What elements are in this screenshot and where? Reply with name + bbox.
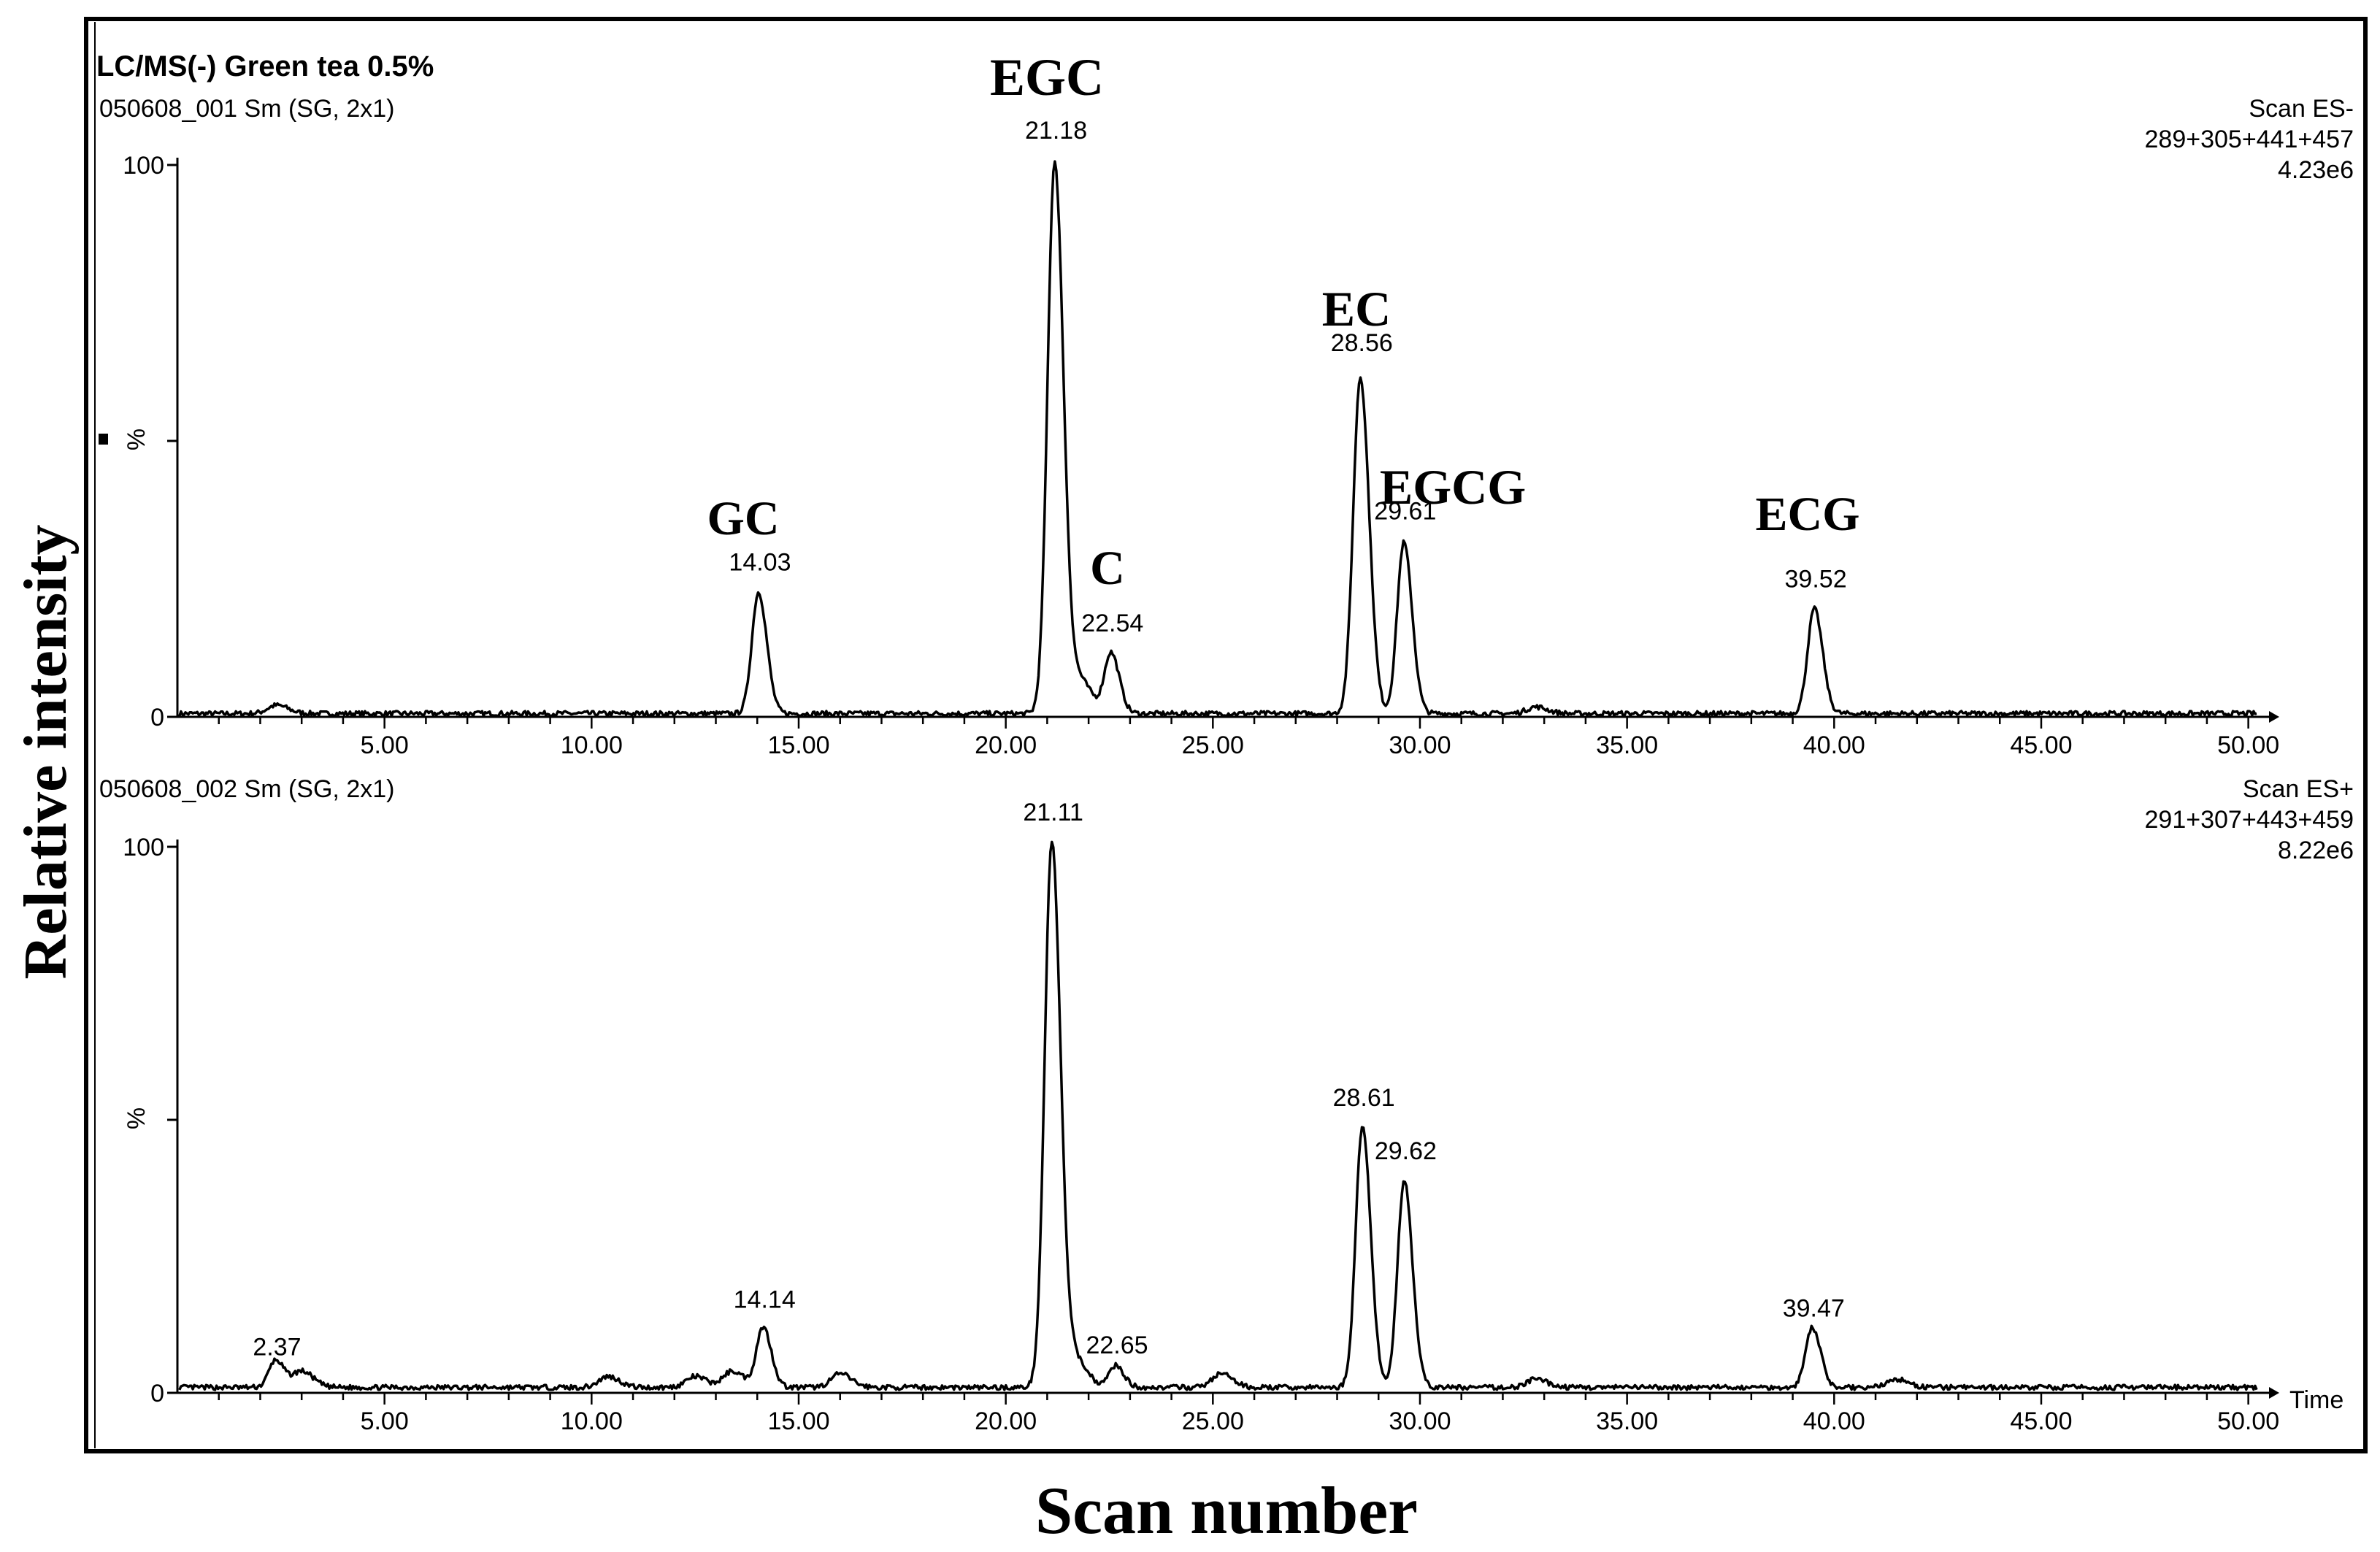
x-tick-label: 10.00: [561, 1407, 623, 1435]
x-tick-label: 20.00: [975, 1407, 1037, 1435]
x-tick-label: 40.00: [1803, 1407, 1865, 1435]
peak-rt-label: 29.61: [1374, 498, 1436, 526]
x-tick-label: 30.00: [1389, 731, 1451, 759]
x-tick-label: 25.00: [1182, 731, 1244, 759]
y-tick-label: 100: [123, 152, 164, 180]
x-tick-label: 15.00: [767, 731, 829, 759]
panel-top-y-unit: %: [123, 429, 150, 450]
x-tick-label: 45.00: [2010, 731, 2072, 759]
panel-bottom-scan-masses: 291+307+443+459: [2145, 806, 2354, 834]
panel-bottom-axes: 0 100 5.00 10.00 15.00 20.00 25.00 30.00 35.00 40…: [123, 834, 2279, 1435]
panel-bottom-subtitle: 050608_002 Sm (SG, 2x1): [99, 775, 394, 803]
compound-label-egc: EGC: [990, 48, 1104, 107]
y-tick-label: 0: [150, 704, 164, 731]
panel-top-scan-mode: Scan ES-: [2249, 95, 2354, 123]
peak-rt-label: 28.56: [1331, 329, 1393, 357]
x-axis-arrow: [2269, 1387, 2279, 1399]
panel-bottom-trace: [178, 840, 2258, 1391]
panel-top-trace: [178, 160, 2257, 718]
peak-rt-label: 21.18: [1025, 117, 1087, 145]
x-tick-label: 15.00: [767, 1407, 829, 1435]
peak-rt-label: 21.11: [1023, 799, 1083, 826]
panel-bottom-scan-mode: Scan ES+: [2243, 775, 2354, 803]
peak-rt-label: 22.65: [1086, 1332, 1148, 1359]
compound-label-ec: EC: [1322, 281, 1391, 337]
x-tick-label: 5.00: [361, 1407, 409, 1435]
panel-bottom-scan-intensity: 8.22e6: [2278, 837, 2354, 864]
x-tick-label: 5.00: [361, 731, 409, 759]
x-tick-label: 50.00: [2217, 1407, 2279, 1435]
panel-bottom-peak-labels: 2.37 14.14 21.11 22.65 28.61 29.62 39.47: [253, 799, 1844, 1361]
x-tick-label: 20.00: [975, 731, 1037, 759]
peak-rt-label: 29.62: [1375, 1137, 1437, 1165]
panel-top: LC/MS(-) Green tea 0.5% 050608_001 Sm (S…: [96, 48, 2354, 759]
x-tick-label: 35.00: [1596, 731, 1658, 759]
x-tick-label: 40.00: [1803, 731, 1865, 759]
x-tick-label: 10.00: [561, 731, 623, 759]
peak-rt-label: 22.54: [1081, 610, 1143, 637]
peak-rt-label: 28.61: [1333, 1084, 1395, 1112]
peak-rt-label: 39.47: [1783, 1295, 1845, 1323]
panel-top-scan-masses: 289+305+441+457: [2145, 126, 2354, 153]
y-tick-label: 100: [123, 834, 164, 861]
y-axis-title: Relative intensity: [12, 525, 80, 980]
panel-bottom: 050608_002 Sm (SG, 2x1) Scan ES+ 291+307…: [99, 775, 2354, 1435]
x-tick-label: 35.00: [1596, 1407, 1658, 1435]
x-tick-label: 50.00: [2217, 731, 2279, 759]
peak-rt-label: 39.52: [1785, 565, 1847, 593]
x-tick-label: 25.00: [1182, 1407, 1244, 1435]
compound-label-ecg: ECG: [1755, 488, 1859, 541]
panel-top-scan-intensity: 4.23e6: [2278, 156, 2354, 184]
peak-rt-label: 14.03: [729, 549, 791, 577]
panel-top-subtitle: 050608_001 Sm (SG, 2x1): [99, 95, 394, 123]
compound-label-c: C: [1090, 542, 1125, 595]
compound-label-gc: GC: [707, 492, 780, 545]
x-tick-label: 30.00: [1389, 1407, 1451, 1435]
peak-rt-label: 14.14: [734, 1286, 796, 1314]
peak-rt-label: 2.37: [253, 1334, 301, 1361]
x-axis-title: Scan number: [1035, 1473, 1418, 1548]
panel-top-marker: [99, 434, 108, 445]
compound-label-egcg: EGCG: [1380, 459, 1526, 515]
y-tick-label: 0: [150, 1380, 164, 1407]
x-tick-label: 45.00: [2010, 1407, 2072, 1435]
plot-frame: [84, 17, 2368, 1453]
panel-top-title: LC/MS(-) Green tea 0.5%: [96, 50, 434, 82]
panel-top-peak-labels: 14.03 21.18 22.54 28.56 29.61 39.52: [729, 117, 1846, 637]
time-axis-label: Time: [2289, 1386, 2343, 1414]
panel-bottom-y-unit: %: [123, 1107, 150, 1129]
x-axis-arrow: [2269, 711, 2279, 723]
